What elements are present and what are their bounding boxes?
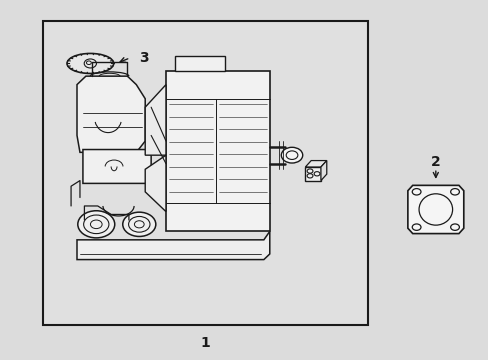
Text: 2: 2 — [430, 155, 440, 169]
Polygon shape — [145, 85, 165, 155]
Polygon shape — [305, 161, 326, 167]
Polygon shape — [77, 231, 269, 260]
Bar — [305, 167, 320, 181]
Circle shape — [122, 212, 156, 237]
Text: 3: 3 — [139, 51, 149, 65]
Circle shape — [78, 211, 115, 238]
Circle shape — [281, 147, 302, 163]
Bar — [165, 71, 269, 231]
Text: 1: 1 — [200, 336, 210, 350]
Polygon shape — [77, 76, 145, 152]
Bar — [42, 21, 368, 325]
Ellipse shape — [67, 53, 113, 73]
Polygon shape — [407, 185, 463, 234]
Polygon shape — [145, 155, 165, 212]
Polygon shape — [175, 57, 225, 71]
Polygon shape — [320, 161, 326, 181]
Polygon shape — [83, 149, 151, 183]
